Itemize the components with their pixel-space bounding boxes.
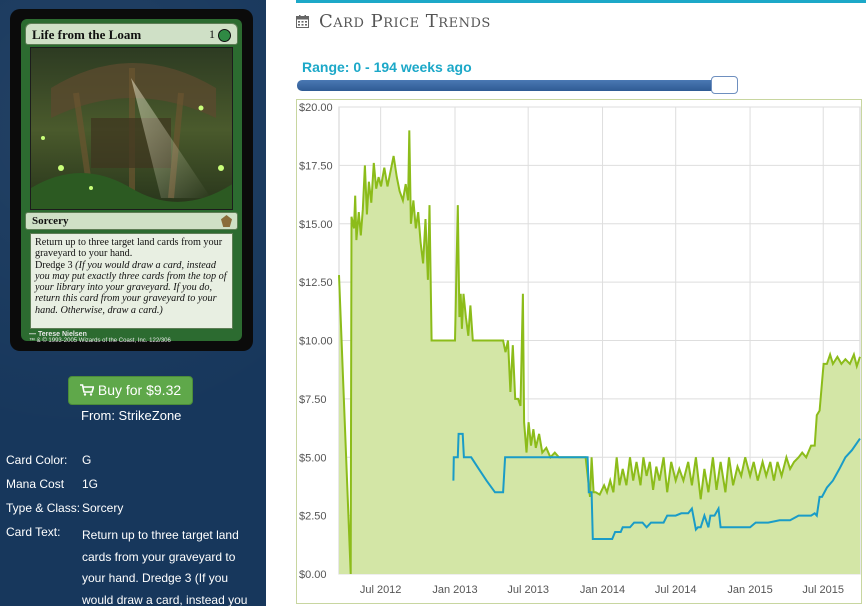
card-image: Life from the Loam 1 [10, 9, 253, 351]
attr-value: Sorcery [82, 501, 124, 515]
x-tick-label: Jul 2015 [802, 584, 844, 596]
attr-row-card-text: Card Text: Return up to three target lan… [6, 525, 262, 606]
card-rules-text: Return up to three target land cards fro… [30, 233, 233, 329]
buy-button-label: Buy for $9.32 [97, 382, 182, 398]
attr-row-color: Card Color: G [6, 453, 262, 477]
section-title: Card Price Trends [319, 11, 491, 32]
series-2-line [452, 432, 861, 540]
card-sidebar: Life from the Loam 1 [0, 0, 266, 606]
attr-value: G [82, 453, 92, 467]
y-tick-label: $12.50 [299, 277, 333, 289]
price-chart: $0.00 $2.50 $5.00 $7.50 $10.00 $12.50 $15.00 $1… [296, 99, 862, 604]
card-body: Life from the Loam 1 [21, 19, 242, 344]
x-tick-label: Jan 2014 [580, 584, 625, 596]
section-top-rule [296, 0, 866, 3]
x-tick-label: Jul 2013 [507, 584, 549, 596]
card-text-line: Return up to three target land [82, 528, 239, 542]
y-tick-label: $5.00 [299, 452, 327, 464]
card-art [30, 47, 233, 210]
y-tick-label: $17.50 [299, 160, 333, 172]
range-slider-handle[interactable] [711, 76, 738, 94]
x-tick-label: Jul 2012 [360, 584, 402, 596]
range-slider-track[interactable] [297, 80, 717, 91]
y-tick-label: $0.00 [299, 569, 327, 581]
card-dredge-text: Dredge 3 (If you would draw a card, inst… [35, 259, 227, 316]
y-tick-label: $2.50 [299, 511, 327, 523]
card-attributes: Card Color: G Mana Cost 1G Type & Class:… [6, 453, 262, 606]
y-tick-label: $10.00 [299, 336, 333, 348]
attr-key: Card Color: [6, 453, 68, 467]
y-tick-label: $20.00 [299, 102, 333, 114]
buy-button[interactable]: Buy for $9.32 [68, 376, 193, 405]
attr-value: 1G [82, 477, 99, 491]
y-tick-label: $7.50 [299, 394, 327, 406]
x-tick-label: Jan 2015 [727, 584, 772, 596]
card-name: Life from the Loam [32, 27, 142, 42]
attr-card-text-value: Return up to three target land cards fro… [82, 525, 262, 606]
card-footer: — Terese Nielsen ™ & © 1993-2005 Wizards… [29, 331, 234, 345]
attr-row-type: Type & Class: Sorcery [6, 501, 262, 525]
card-text-line: your hand. Dredge 3 (If you [82, 571, 229, 585]
attr-key: Type & Class: [6, 501, 81, 515]
x-tick-label: Jul 2014 [655, 584, 697, 596]
card-type-bar: Sorcery [25, 212, 238, 230]
card-copyright: ™ & © 1993-2005 Wizards of the Coast, In… [29, 338, 171, 344]
attr-row-mana-cost: Mana Cost 1G [6, 477, 262, 501]
attr-key: Card Text: [6, 525, 61, 539]
card-mana-cost: 1 [209, 27, 231, 42]
attr-key: Mana Cost [6, 477, 65, 491]
seller-label: From: StrikeZone [81, 408, 182, 423]
range-label: Range: 0 - 194 weeks ago [302, 59, 472, 75]
card-text-line: cards from your graveyard to [82, 549, 236, 564]
card-rules-line: Return up to three target land cards fro… [35, 237, 223, 260]
card-art-illustration [31, 48, 232, 209]
y-tick-label: $15.00 [299, 219, 333, 231]
calendar-icon [296, 15, 309, 28]
card-title-bar: Life from the Loam 1 [25, 23, 238, 45]
card-text-line: would draw a card, instead you [82, 592, 248, 606]
set-symbol-icon [221, 215, 232, 227]
green-mana-icon [218, 28, 231, 42]
card-type-line: Sorcery [32, 215, 69, 227]
card-artist: — Terese Nielsen [29, 331, 87, 338]
price-chart-svg: $0.00 $2.50 $5.00 $7.50 $10.00 $12.50 $15.00 $1… [299, 102, 861, 596]
x-tick-label: Jan 2013 [432, 584, 477, 596]
cart-icon [79, 384, 94, 396]
